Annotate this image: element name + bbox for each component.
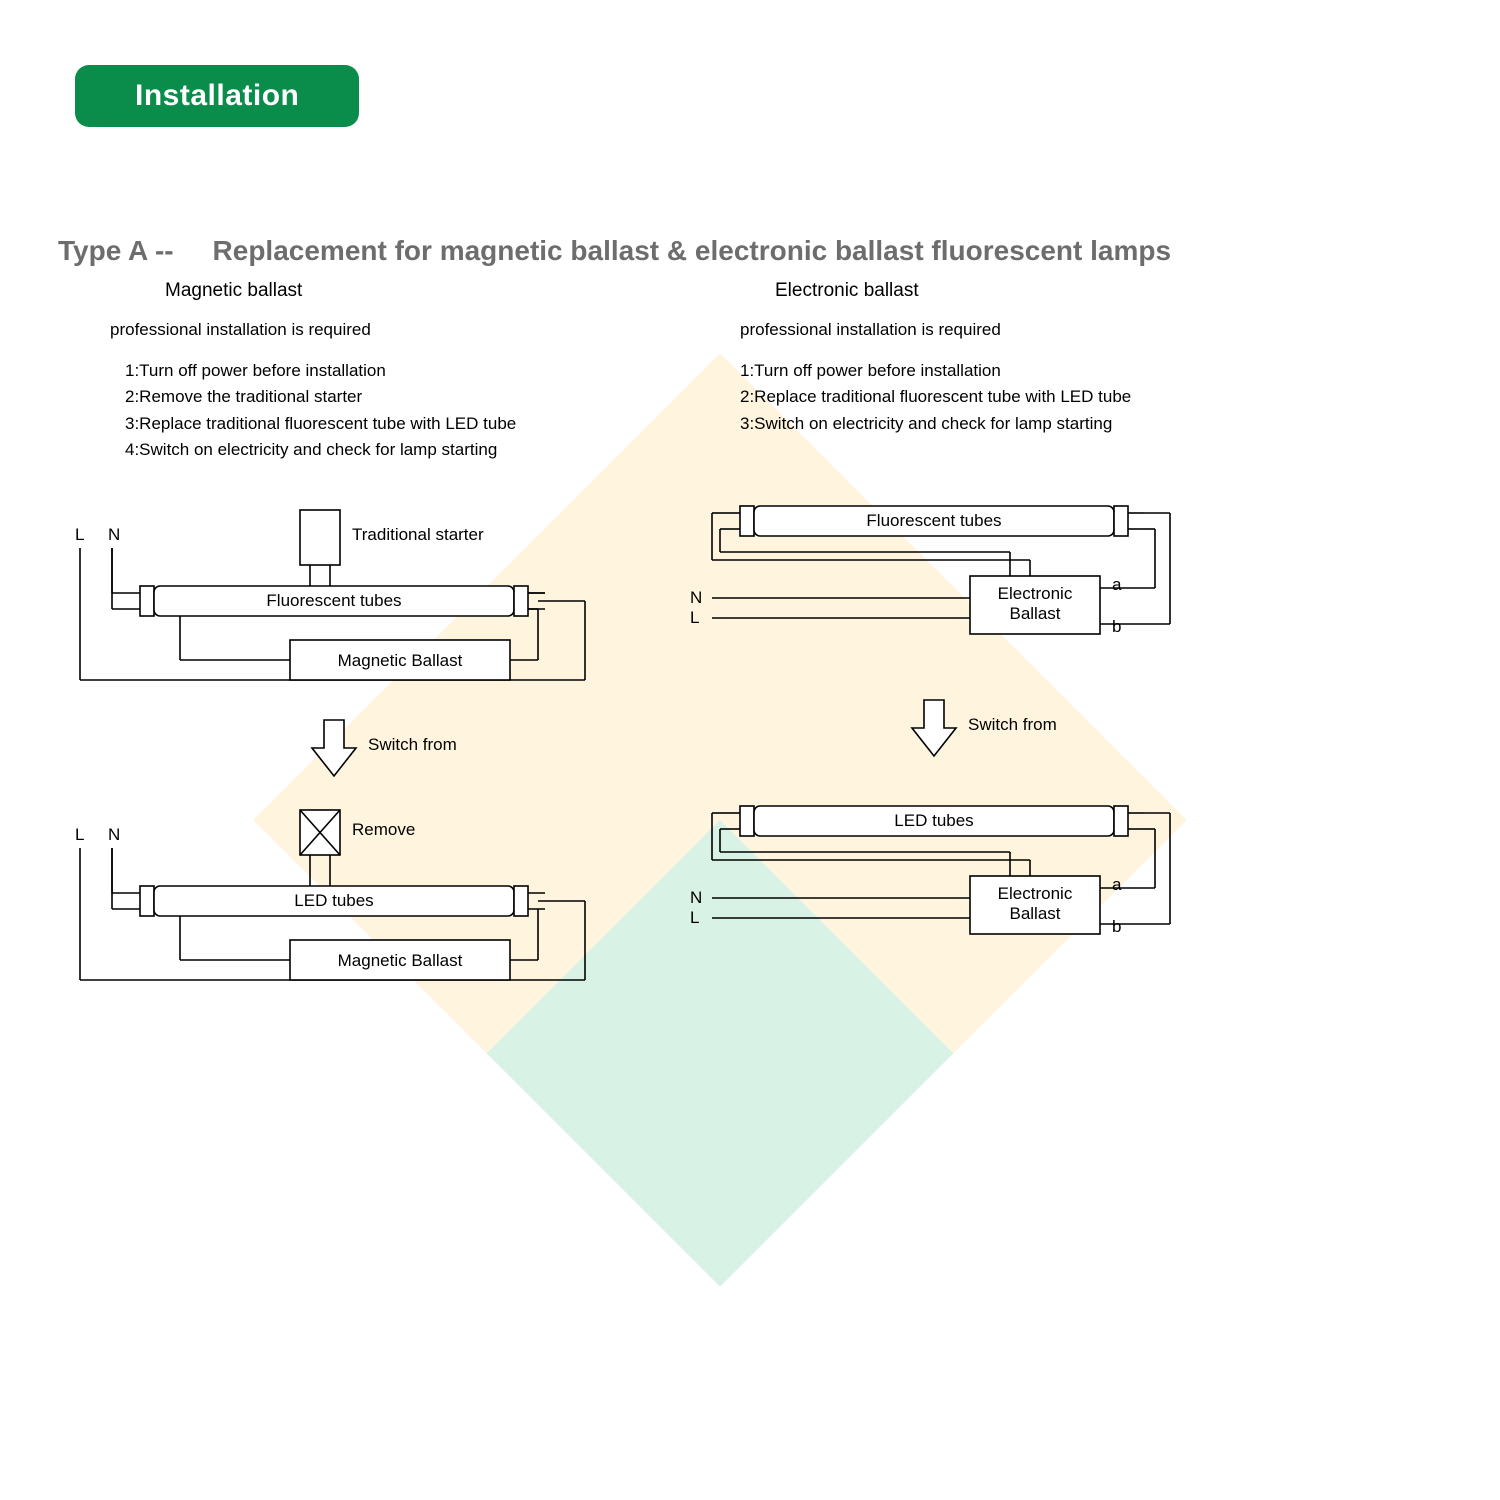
left-arrow: Switch from	[312, 720, 457, 776]
remove-label: Remove	[352, 820, 415, 839]
diagram-svg: L N Fluorescent tubes Traditional starte…	[0, 0, 1500, 1500]
svg-text:L: L	[75, 525, 84, 544]
svg-text:Electronic: Electronic	[998, 584, 1073, 603]
svg-text:L: L	[75, 825, 84, 844]
right-bot-tube-label: LED tubes	[894, 811, 973, 830]
svg-text:N: N	[108, 525, 120, 544]
right-top-tube-label: Fluorescent tubes	[866, 511, 1001, 530]
svg-text:a: a	[1112, 875, 1122, 894]
svg-text:Switch from: Switch from	[968, 715, 1057, 734]
left-top-tube-label: Fluorescent tubes	[266, 591, 401, 610]
svg-text:N: N	[690, 588, 702, 607]
svg-text:Switch from: Switch from	[368, 735, 457, 754]
svg-text:L: L	[690, 608, 699, 627]
svg-text:a: a	[1112, 575, 1122, 594]
left-bot-ballast-label: Magnetic Ballast	[338, 951, 463, 970]
svg-text:Electronic: Electronic	[998, 884, 1073, 903]
svg-text:N: N	[108, 825, 120, 844]
svg-text:b: b	[1112, 617, 1121, 636]
right-bottom-diagram: LED tubes Electronic Ballast a b N L	[690, 806, 1170, 936]
svg-text:Ballast: Ballast	[1009, 604, 1060, 623]
starter-label: Traditional starter	[352, 525, 484, 544]
svg-text:b: b	[1112, 917, 1121, 936]
right-arrow: Switch from	[912, 700, 1057, 756]
left-top-ballast-label: Magnetic Ballast	[338, 651, 463, 670]
left-bot-tube-label: LED tubes	[294, 891, 373, 910]
right-top-diagram: Fluorescent tubes Electronic Ballast a b…	[690, 506, 1170, 636]
left-bottom-diagram: L N LED tubes Remove Magnetic Ballast	[75, 810, 585, 980]
left-top-diagram: L N Fluorescent tubes Traditional starte…	[75, 510, 585, 680]
svg-text:Ballast: Ballast	[1009, 904, 1060, 923]
svg-text:N: N	[690, 888, 702, 907]
svg-text:L: L	[690, 908, 699, 927]
